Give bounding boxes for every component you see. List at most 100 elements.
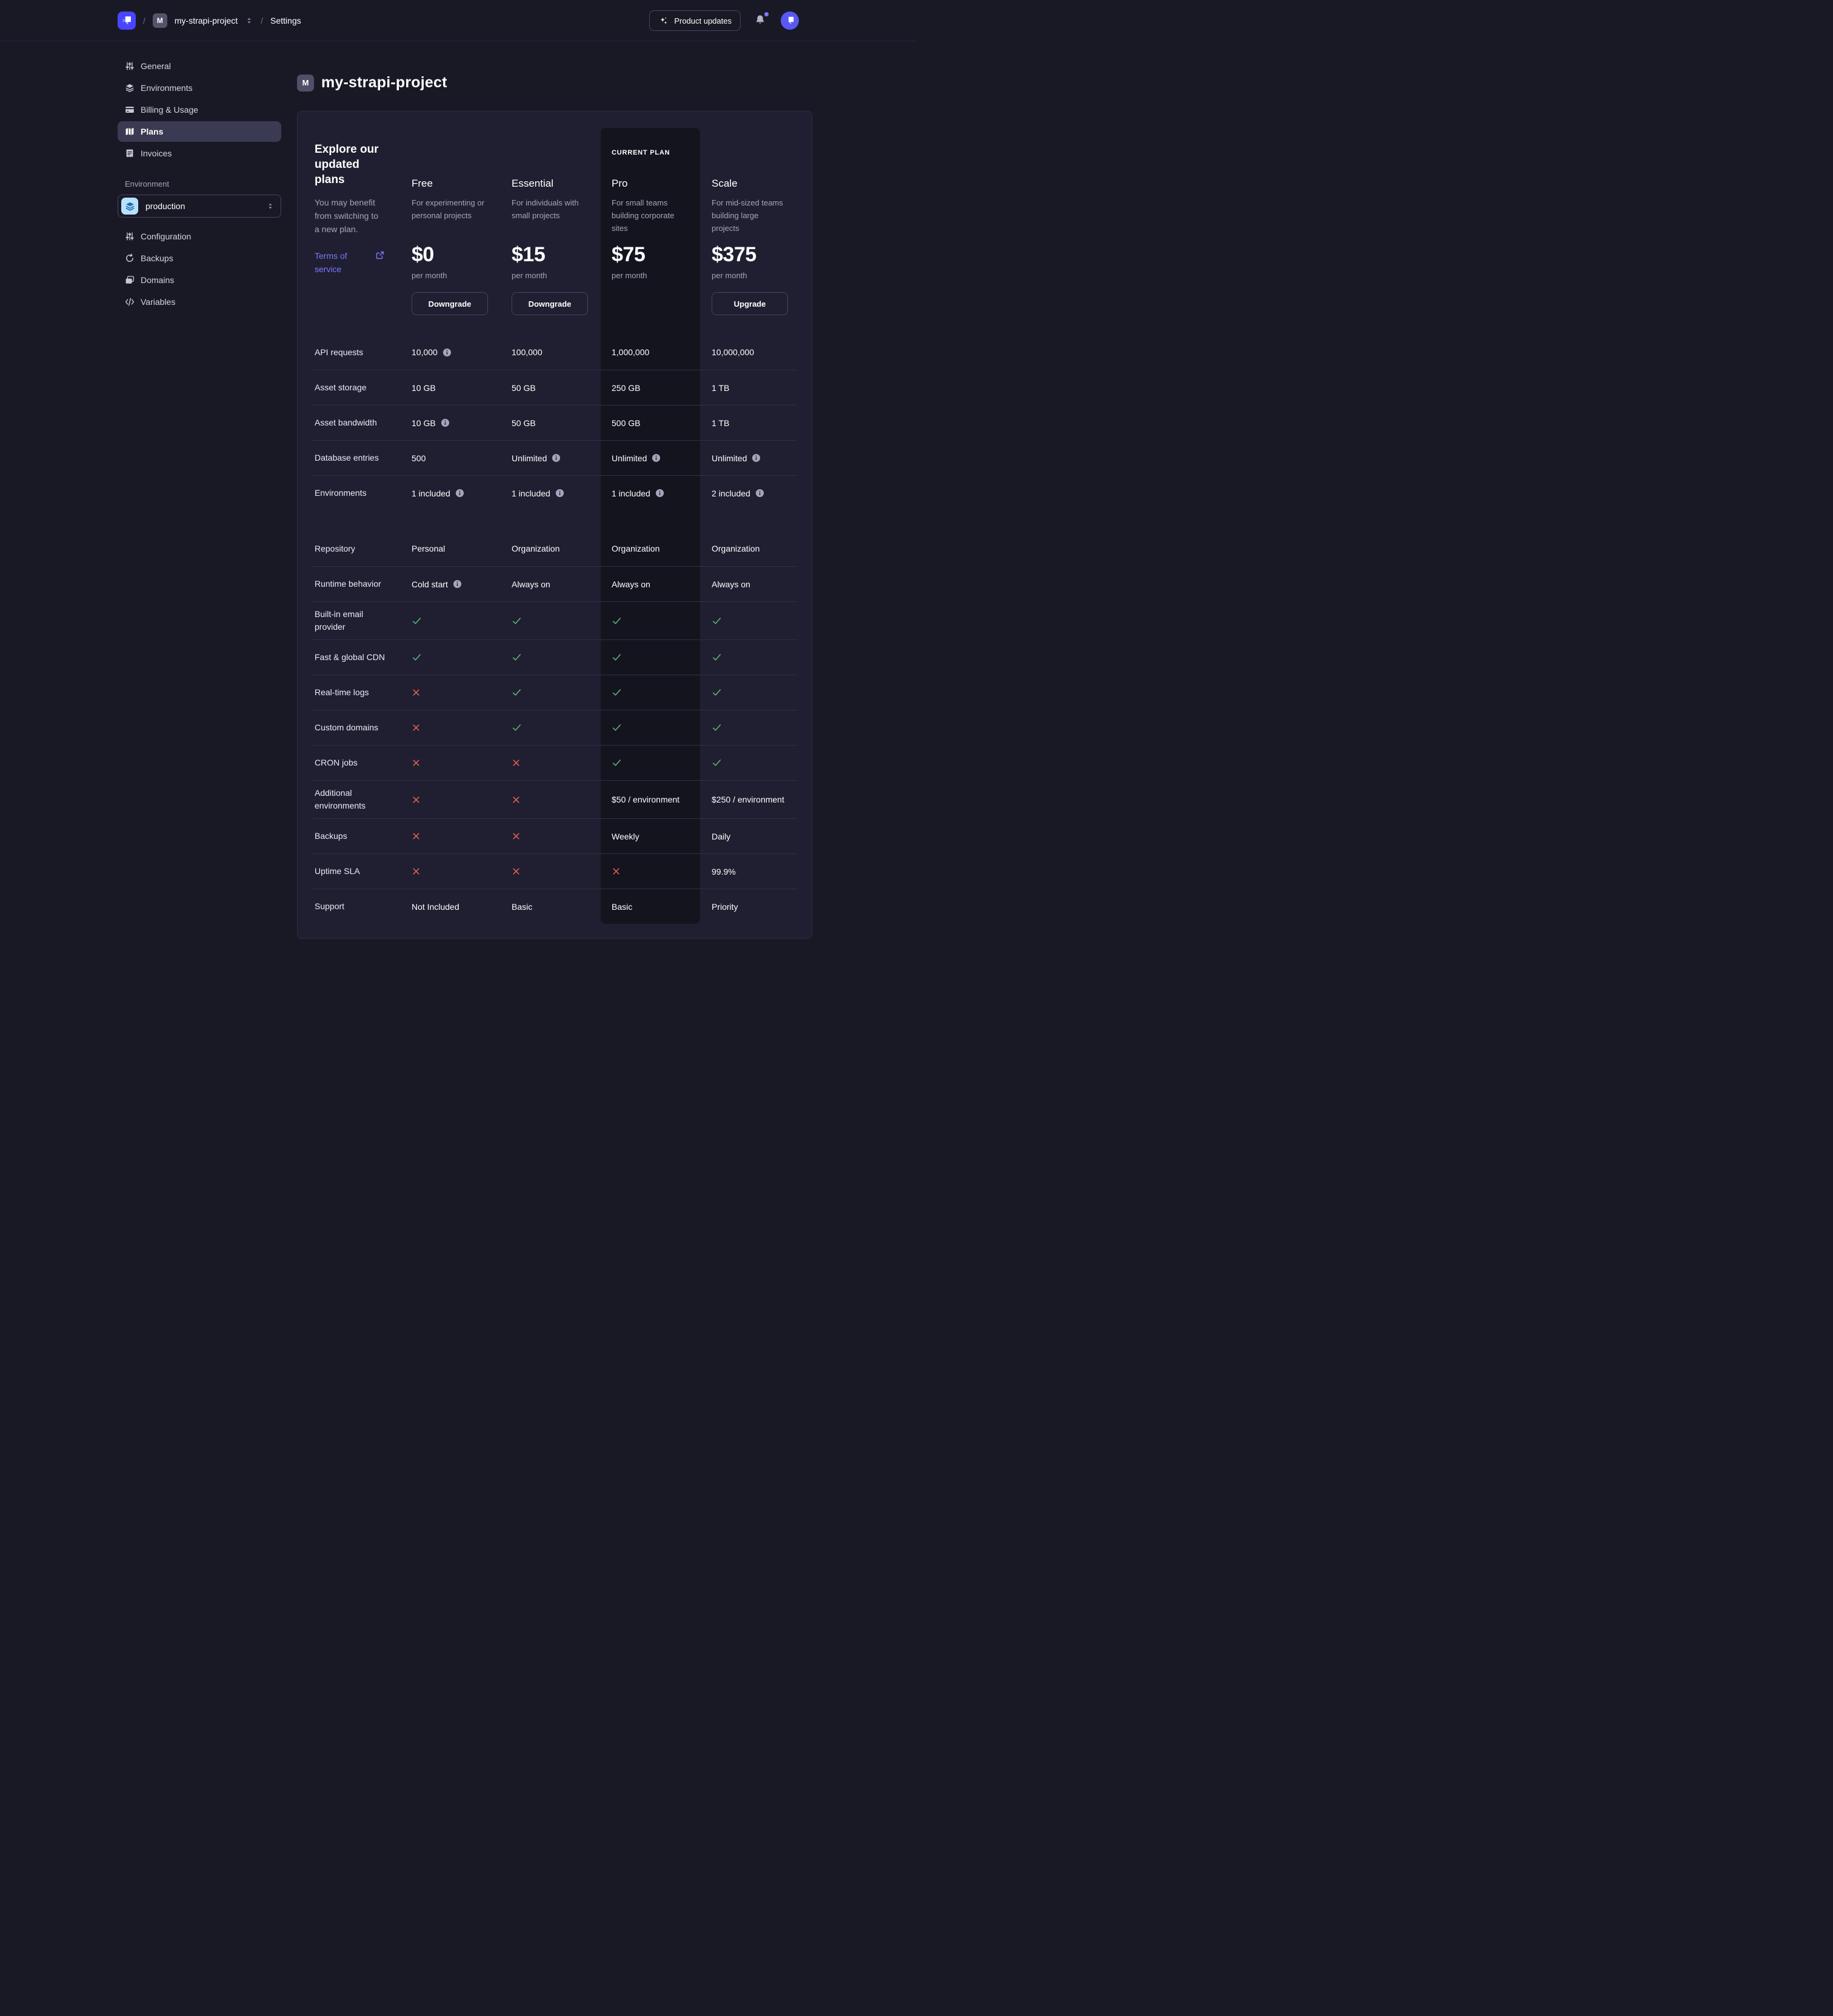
breadcrumb-settings[interactable]: Settings xyxy=(270,16,301,25)
feature-label: Asset bandwidth xyxy=(315,418,377,427)
plan-description: For individuals with small projects xyxy=(512,198,579,220)
plan-value-scale: 1 TB xyxy=(697,382,797,394)
current-plan-label: CURRENT PLAN xyxy=(612,149,670,156)
downgrade-button-free[interactable]: Downgrade xyxy=(412,292,488,315)
plan-value-pro: $50 / environment xyxy=(597,793,697,806)
plan-value-scale: Priority xyxy=(697,901,797,913)
plan-value-free: 10 GB xyxy=(397,417,497,429)
feature-value: Basic xyxy=(612,901,633,912)
strapi-logo-icon[interactable] xyxy=(118,12,136,30)
plan-value-free xyxy=(397,688,497,697)
info-icon[interactable] xyxy=(655,489,664,498)
plan-value-scale: Organization xyxy=(697,542,797,555)
plan-value-scale: 10,000,000 xyxy=(697,346,797,358)
plan-value-essential xyxy=(497,867,597,876)
check-icon xyxy=(712,652,722,663)
feature-value: 500 xyxy=(412,453,426,463)
code-icon xyxy=(125,297,135,307)
plan-value-essential xyxy=(497,758,597,767)
table-row-built-in-email-provider: Built-in email provider xyxy=(312,601,797,639)
folders-icon xyxy=(125,275,135,285)
notifications-bell-icon[interactable] xyxy=(754,12,769,27)
info-icon[interactable] xyxy=(752,453,761,462)
info-icon[interactable] xyxy=(652,453,661,462)
plan-value-free: Cold start xyxy=(397,578,497,590)
plan-value-pro: Basic xyxy=(597,901,697,913)
plan-value-free: 1 included xyxy=(397,487,497,499)
plan-value-free: Not Included xyxy=(397,901,497,913)
sidebar-item-configuration[interactable]: Configuration xyxy=(118,226,281,247)
table-section-spacer xyxy=(312,510,797,531)
feature-value: 1,000,000 xyxy=(612,347,650,357)
info-icon[interactable] xyxy=(453,579,462,589)
plan-price: $375 xyxy=(712,243,756,266)
plan-value-free xyxy=(397,795,497,804)
plan-column-essential: Essential For individuals with small proj… xyxy=(497,126,597,335)
check-icon xyxy=(612,758,622,768)
plan-column-pro: CURRENT PLAN Pro For small teams building … xyxy=(597,126,697,335)
plan-value-pro: 1 included xyxy=(597,487,697,499)
sidebar-item-environments[interactable]: Environments xyxy=(118,78,281,98)
breadcrumb-project[interactable]: my-strapi-project xyxy=(174,16,238,25)
sidebar-item-plans[interactable]: Plans xyxy=(118,121,281,142)
plan-value-pro: 1,000,000 xyxy=(597,346,697,358)
plan-value-pro xyxy=(597,687,697,698)
terms-of-service-label: Terms of service xyxy=(315,251,347,274)
cross-icon xyxy=(512,832,521,841)
plan-value-essential xyxy=(497,687,597,698)
feature-value: 10,000 xyxy=(412,347,438,357)
avatar[interactable] xyxy=(781,12,799,30)
feature-value: Daily xyxy=(712,831,731,841)
info-icon[interactable] xyxy=(755,489,764,498)
plan-value-free xyxy=(397,723,497,732)
sparkle-icon xyxy=(660,17,667,24)
plan-column-free: Free For experimenting or personal projec… xyxy=(397,126,497,335)
breadcrumb-separator: / xyxy=(143,16,145,25)
environment-select-value: production xyxy=(145,201,185,211)
sidebar-item-label: Variables xyxy=(141,297,176,307)
downgrade-button-essential[interactable]: Downgrade xyxy=(512,292,588,315)
feature-label: Built-in email provider xyxy=(315,609,364,632)
sidebar-item-backups[interactable]: Backups xyxy=(118,248,281,269)
plan-value-pro xyxy=(597,723,697,733)
page-title-row: M my-strapi-project xyxy=(297,74,812,92)
environment-select[interactable]: production xyxy=(118,195,281,218)
plan-value-scale xyxy=(697,687,797,698)
table-row-real-time-logs: Real-time logs xyxy=(312,675,797,710)
plan-price: $0 xyxy=(412,243,434,266)
plans-intro-heading: Explore our updated plans xyxy=(315,143,379,186)
project-badge: M xyxy=(152,13,167,28)
terms-of-service-link[interactable]: Terms of service xyxy=(315,249,385,276)
info-icon[interactable] xyxy=(442,348,452,357)
sidebar-item-variables[interactable]: Variables xyxy=(118,292,281,312)
plan-value-essential: Basic xyxy=(497,901,597,913)
feature-value: Always on xyxy=(512,579,550,589)
plan-value-free: Personal xyxy=(397,542,497,555)
info-icon[interactable] xyxy=(555,489,564,498)
sidebar-item-billing-usage[interactable]: Billing & Usage xyxy=(118,99,281,120)
table-row-backups: Backups Weekly Daily xyxy=(312,818,797,853)
info-icon[interactable] xyxy=(455,489,464,498)
product-updates-button[interactable]: Product updates xyxy=(649,10,741,31)
sidebar-item-domains[interactable]: Domains xyxy=(118,270,281,290)
sidebar-item-label: Environments xyxy=(141,83,193,93)
upgrade-button-scale[interactable]: Upgrade xyxy=(712,292,788,315)
feature-label: Environments xyxy=(315,488,367,498)
plan-value-free xyxy=(397,652,497,663)
table-row-database-entries: Database entries 500 Unlimited Unlimited Unl… xyxy=(312,440,797,475)
sidebar-item-invoices[interactable]: Invoices xyxy=(118,143,281,164)
feature-value: 1 included xyxy=(612,488,650,498)
table-row-repository: Repository Personal Organization Organizati… xyxy=(312,531,797,566)
info-icon[interactable] xyxy=(552,453,561,462)
info-icon[interactable] xyxy=(441,418,450,427)
project-switcher-icon[interactable] xyxy=(245,16,253,25)
notification-dot xyxy=(764,12,769,16)
sidebar-nav: General Environments Billing & Usage Plans I… xyxy=(118,56,281,164)
plan-value-essential: 100,000 xyxy=(497,346,597,358)
plan-value-essential: 50 GB xyxy=(497,382,597,394)
sidebar-item-general[interactable]: General xyxy=(118,56,281,76)
plan-value-scale: 99.9% xyxy=(697,866,797,878)
plan-name: Essential xyxy=(512,178,553,189)
plan-value-free: 10 GB xyxy=(397,382,497,394)
feature-value: 500 GB xyxy=(612,418,641,428)
